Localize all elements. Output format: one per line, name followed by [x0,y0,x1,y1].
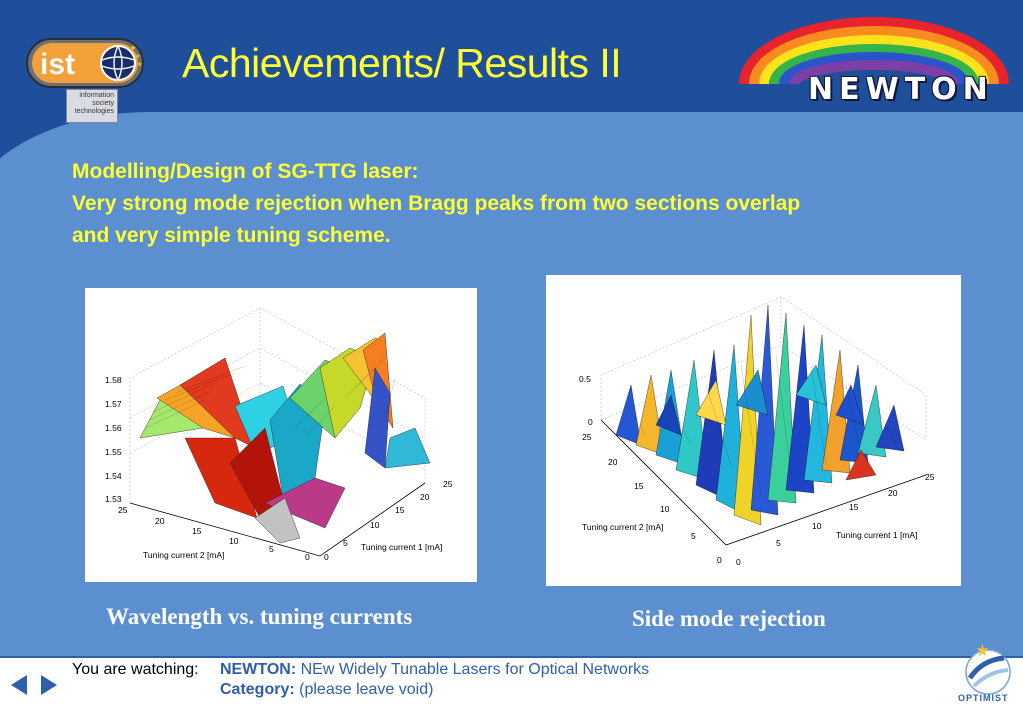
y-tick-label: 5 [343,538,348,548]
y-tick-label: 15 [395,505,405,515]
wavelength-surface-plot: 1.58 1.57 1.56 1.55 1.54 1.53 25 20 15 1… [85,288,477,582]
x-axis-label: Tuning current 2 [mA] [143,550,224,560]
x-tick-label: 25 [582,432,592,442]
headline-line: Very strong mode rejection when Bragg pe… [72,192,801,215]
project-name: NEw Widely Tunable Lasers for Optical Ne… [300,661,650,678]
x-axis-label: Tuning current 2 [mA] [582,522,663,532]
newton-rainbow-logo [739,17,1009,85]
next-arrow-icon[interactable] [40,674,58,696]
x-tick-label: 10 [660,504,670,514]
x-tick-label: 25 [118,505,128,515]
z-tick-label: 1.57 [105,399,122,409]
headline-text: Modelling/Design of SG-TTG laser: Very s… [72,156,972,252]
z-tick-label: 1.53 [105,494,122,504]
x-tick-label: 0 [305,552,310,562]
wavelength-plot-svg: 1.58 1.57 1.56 1.55 1.54 1.53 25 20 15 1… [105,307,453,562]
ist-caption-line: technologies [74,108,114,115]
x-tick-label: 15 [634,481,644,491]
ist-logo: ist ★ ★ ★ [26,38,144,88]
ist-caption: information society technologies [66,89,118,123]
y-tick-label: 10 [812,521,822,531]
x-tick-label: 15 [192,526,202,536]
figure-left-caption: Wavelength vs. tuning currents [106,604,413,629]
category-label: Category: [220,681,295,698]
z-tick-label: 0.5 [579,374,591,384]
x-tick-label: 10 [229,536,239,546]
y-tick-label: 10 [370,520,380,530]
z-tick-label: 1.55 [105,447,122,457]
y-tick-label: 15 [849,502,859,512]
x-tick-label: 20 [155,516,165,526]
category-line: Category: (please leave void) [220,681,433,699]
footer-divider [0,656,1023,658]
watching-label: You are watching: [72,661,199,678]
project-label: NEWTON: [220,661,297,678]
slide-title: Achievements/ Results II [182,40,622,86]
footer-bar: You are watching: NEWTON: NEw Widely Tun… [0,656,1023,708]
z-tick-label: 1.54 [105,471,122,481]
x-tick-label: 5 [691,531,696,541]
prev-arrow-icon[interactable] [10,674,28,696]
z-tick-label: 1.58 [105,375,122,385]
y-tick-label: 25 [925,472,935,482]
y-tick-label: 5 [776,538,781,548]
svg-text:★: ★ [137,61,142,68]
z-tick-label: 0 [588,417,593,427]
svg-text:★: ★ [135,53,140,60]
y-tick-label: 0 [324,552,329,562]
optimist-logo [965,643,1011,695]
y-tick-label: 25 [443,479,453,489]
headline-line: and very simple tuning scheme. [72,224,391,247]
figure-right-caption: Side mode rejection [632,606,826,631]
newton-wordmark: NEWTON [808,72,994,107]
z-tick-label: 1.56 [105,423,122,433]
y-axis-label: Tuning current 1 [mA] [836,530,917,540]
x-tick-label: 20 [608,457,618,467]
side-mode-rejection-plot: 0.5 0 25 20 15 10 5 0 0 5 10 15 20 25 Tu… [546,275,961,586]
y-tick-label: 20 [420,492,430,502]
y-tick-label: 0 [736,557,741,567]
svg-text:ist: ist [40,48,75,81]
project-line: NEWTON: NEw Widely Tunable Lasers for Op… [220,661,649,679]
x-tick-label: 0 [717,555,722,565]
svg-text:★: ★ [130,44,136,52]
ist-caption-line: society [92,100,114,107]
headline-line: Modelling/Design of SG-TTG laser: [72,160,419,183]
category-value: (please leave void) [299,681,434,698]
x-tick-label: 5 [269,544,274,554]
optimist-wordmark: OPTIMIST [958,693,1009,703]
y-axis-label: Tuning current 1 [mA] [361,542,442,552]
ist-caption-line: information [79,92,114,99]
y-tick-label: 20 [888,488,898,498]
side-mode-plot-svg: 0.5 0 25 20 15 10 5 0 0 5 10 15 20 25 Tu… [579,296,935,567]
